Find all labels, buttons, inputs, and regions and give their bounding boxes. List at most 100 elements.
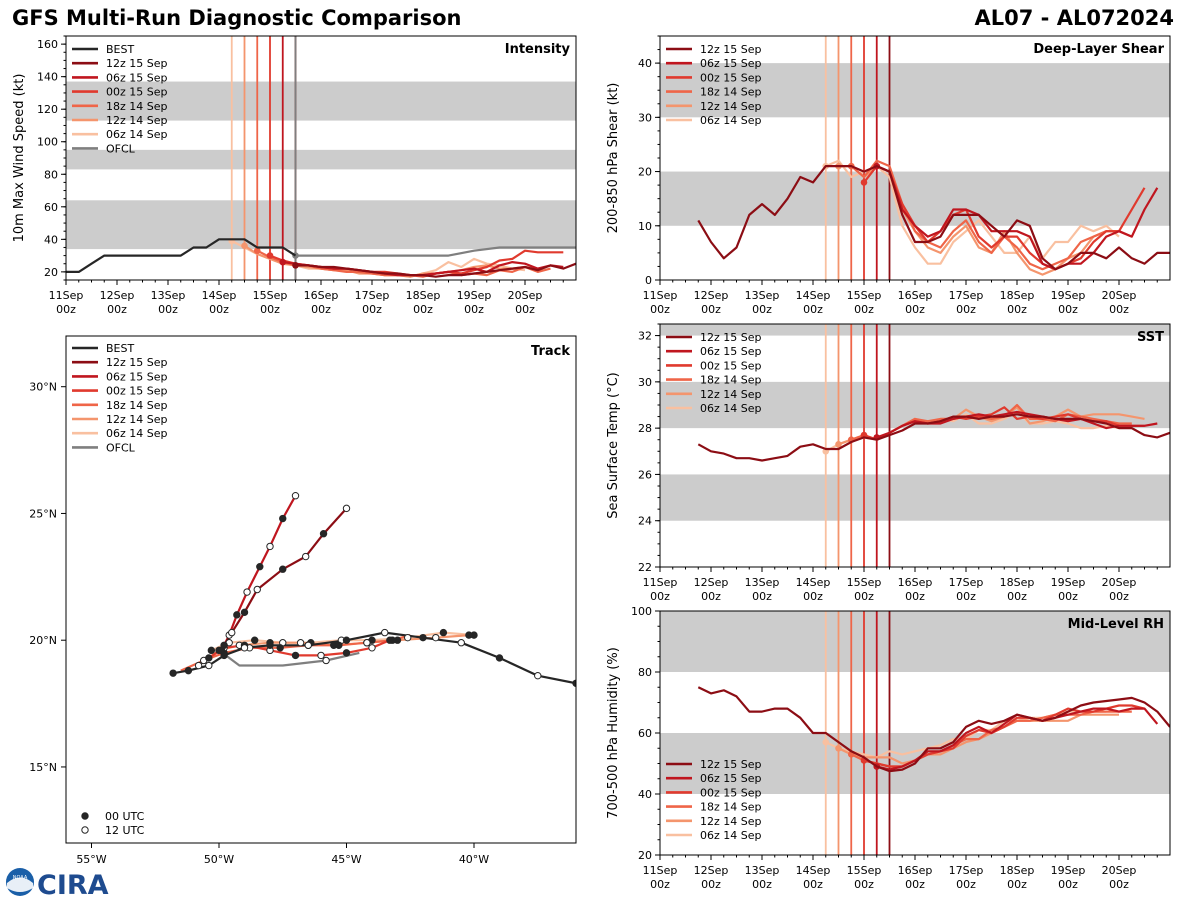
rh-legend-label: 18z 14 Sep (700, 801, 762, 814)
shear-ytick-label: 10 (638, 220, 652, 233)
sst-xtick-label: 11Sep (643, 576, 678, 589)
rh-xtick-label: 11Sep (643, 864, 678, 877)
track-point-18z-14-sep (363, 639, 371, 647)
track-plot-area (169, 492, 576, 687)
shear-band-0 (660, 171, 1170, 226)
sst-legend-label: 06z 14 Sep (700, 402, 762, 415)
track-point-12z-15-sep (228, 628, 236, 637)
sst-xtick-label: 13Sep (745, 576, 780, 589)
rh-xtick-label: 17Sep (949, 864, 984, 877)
track-point-12z-15-sep (240, 608, 249, 617)
track-point-12z-14-sep (465, 631, 473, 639)
rh-ytick-label: 60 (638, 727, 652, 740)
rh-xtick-label-hour: 00z (752, 878, 772, 891)
rh-ylabel: 700-500 hPa Humidity (%) (606, 647, 621, 819)
track-series-12z-15-sep (223, 507, 348, 646)
rh-xtick-label: 19Sep (1051, 864, 1086, 877)
rh-xtick-label-hour: 00z (803, 878, 823, 891)
track-ytick-label: 20°N (29, 634, 57, 647)
rh-xtick-label-hour: 00z (650, 878, 670, 891)
shear-legend-label: 00z 15 Sep (700, 71, 762, 84)
rh-xtick-label-hour: 00z (1109, 878, 1129, 891)
shear-xtick-label: 14Sep (796, 289, 831, 302)
track-point-12z-15-sep (220, 641, 228, 649)
intensity-xtick-label: 14Sep (202, 289, 237, 302)
intensity-ytick-label: 100 (37, 136, 58, 149)
intensity-xtick-label: 17Sep (355, 289, 390, 302)
shear-xtick-label-hour: 00z (956, 303, 976, 316)
track-legend-label: 06z 14 Sep (106, 427, 168, 440)
sst-xtick-label: 14Sep (796, 576, 831, 589)
track-point-06z-15-sep (233, 611, 241, 619)
track-legend-label: 18z 14 Sep (106, 399, 168, 412)
rh-ytick-label: 80 (638, 666, 652, 679)
rh-xtick-label: 12Sep (694, 864, 729, 877)
shear-xtick-label-hour: 00z (752, 303, 772, 316)
intensity-legend-label: 12z 14 Sep (106, 114, 168, 127)
track-xtick-label: 55°W (76, 853, 106, 866)
sst-xtick-label-hour: 00z (1007, 590, 1027, 603)
intensity-legend-label: 18z 14 Sep (106, 100, 168, 113)
track-point-00z-15-sep (317, 651, 325, 660)
sst-legend-label: 06z 15 Sep (700, 345, 762, 358)
track-point-00z-15-sep (342, 649, 351, 657)
rh-xtick-label: 15Sep (847, 864, 882, 877)
sst-ytick-label: 22 (638, 561, 652, 574)
shear-series-12z-15-sep (697, 165, 1170, 271)
track-marker-legend-symbol (81, 812, 89, 820)
intensity-ytick-label: 160 (37, 38, 58, 51)
shear-xtick-label: 19Sep (1051, 289, 1086, 302)
track-point-best (534, 671, 542, 680)
track-xtick-label: 50°W (204, 853, 234, 866)
track-point-06z-14-sep (251, 636, 259, 644)
track-point-best (457, 639, 465, 647)
shear-xtick-label-hour: 00z (650, 303, 670, 316)
rh-xtick-label: 16Sep (898, 864, 933, 877)
intensity-series-ofcl (295, 246, 576, 257)
intensity-xtick-label: 18Sep (406, 289, 441, 302)
shear-xtick-label-hour: 00z (905, 303, 925, 316)
track-point-12z-15-sep (279, 565, 287, 573)
track-point-12z-14-sep (194, 661, 203, 670)
track-xtick-label: 45°W (331, 853, 361, 866)
shear-xtick-label: 12Sep (694, 289, 729, 302)
shear-ytick-label: 30 (638, 111, 652, 124)
shear-xtick-label: 16Sep (898, 289, 933, 302)
sst-xtick-label-hour: 00z (905, 590, 925, 603)
track-point-06z-14-sep (207, 646, 216, 655)
rh-xtick-label: 14Sep (796, 864, 831, 877)
sst-band-2 (660, 324, 1170, 336)
sst-band-0 (660, 474, 1170, 521)
track-point-best (419, 633, 427, 642)
intensity-init-dot-12z-14-sep (241, 242, 248, 250)
shear-xtick-label-hour: 00z (1007, 303, 1027, 316)
intensity-ytick-label: 140 (37, 71, 58, 84)
shear-ytick-label: 0 (645, 274, 652, 287)
sst-legend-label: 00z 15 Sep (700, 359, 762, 372)
cira-logo-text: CIRA (37, 870, 109, 898)
sst-xtick-label-hour: 00z (650, 590, 670, 603)
intensity-xtick-label: 16Sep (304, 289, 339, 302)
sst-panel: 22242628303211Sep00z12Sep00z13Sep00z14Se… (606, 323, 1171, 603)
track-marker-legend-symbol (81, 826, 89, 834)
sst-xtick-label: 17Sep (949, 576, 984, 589)
rh-xtick-label-hour: 00z (1007, 878, 1027, 891)
intensity-band-2 (66, 81, 576, 121)
track-point-06z-14-sep (404, 633, 412, 642)
sst-legend-label: 12z 15 Sep (700, 331, 762, 344)
sst-plot-area (660, 324, 1170, 567)
rh-panel: 2040608010011Sep00z12Sep00z13Sep00z14Sep… (606, 605, 1171, 891)
intensity-legend-label: OFCL (106, 142, 136, 155)
intensity-panel: 2040608010012014016011Sep00z12Sep00z13Se… (12, 35, 577, 316)
intensity-xtick-label: 12Sep (100, 289, 135, 302)
shear-ytick-label: 20 (638, 166, 652, 179)
track-point-18z-14-sep (276, 644, 284, 652)
shear-legend-label: 12z 15 Sep (700, 43, 762, 56)
noaa-wave-icon (7, 877, 33, 892)
rh-xtick-label: 20Sep (1102, 864, 1137, 877)
track-legend-label: 12z 15 Sep (106, 356, 168, 369)
intensity-title: Intensity (505, 42, 571, 57)
track-point-12z-15-sep (342, 504, 351, 513)
intensity-xtick-label-hour: 00z (209, 303, 229, 316)
track-legend-label: 12z 14 Sep (106, 413, 168, 426)
